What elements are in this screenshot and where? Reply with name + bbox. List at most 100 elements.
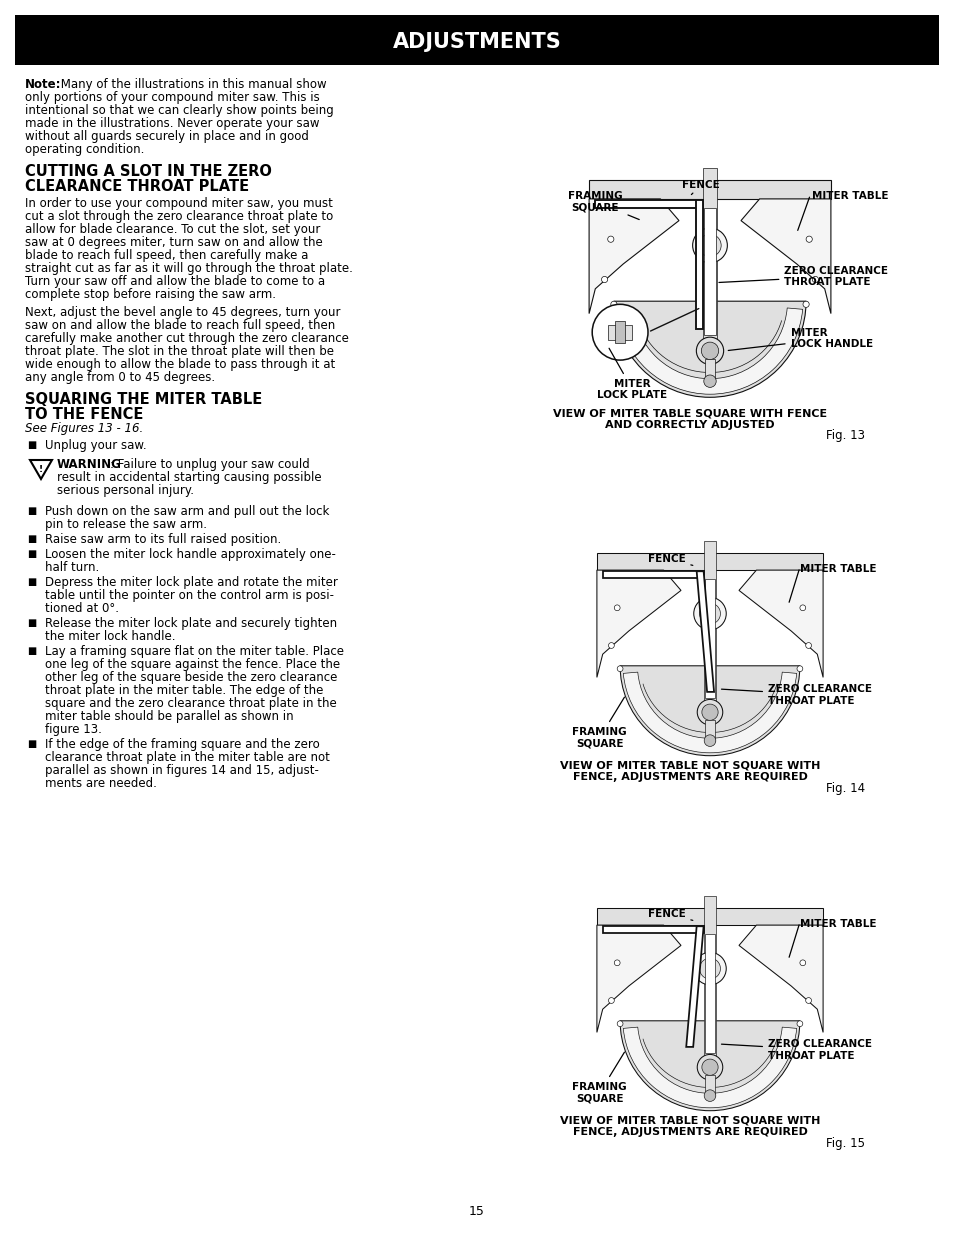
Text: ADJUSTMENTS: ADJUSTMENTS (393, 32, 560, 52)
Polygon shape (739, 571, 822, 678)
Text: ■: ■ (27, 440, 36, 450)
Bar (597, 908, 822, 925)
Circle shape (701, 1060, 718, 1076)
Text: Unplug your saw.: Unplug your saw. (45, 438, 147, 452)
Circle shape (799, 960, 805, 966)
Circle shape (805, 642, 811, 648)
Text: clearance throat plate in the miter table are not: clearance throat plate in the miter tabl… (45, 751, 330, 764)
Text: FRAMING
SQUARE: FRAMING SQUARE (567, 191, 639, 220)
Text: cut a slot through the zero clearance throat plate to: cut a slot through the zero clearance th… (25, 210, 333, 224)
Bar (704, 359, 714, 382)
Text: Turn your saw off and allow the blade to come to a: Turn your saw off and allow the blade to… (25, 275, 325, 288)
Text: one leg of the square against the fence. Place the: one leg of the square against the fence.… (45, 658, 340, 671)
Bar (704, 579, 715, 698)
Circle shape (696, 337, 723, 364)
Text: miter table should be parallel as shown in: miter table should be parallel as shown … (45, 710, 294, 722)
Polygon shape (685, 926, 703, 1047)
Text: MITER TABLE: MITER TABLE (799, 564, 876, 574)
Text: blade to reach full speed, then carefully make a: blade to reach full speed, then carefull… (25, 249, 308, 262)
Text: made in the illustrations. Never operate your saw: made in the illustrations. Never operate… (25, 117, 319, 130)
Text: Fig. 15: Fig. 15 (825, 1136, 864, 1150)
Text: complete stop before raising the saw arm.: complete stop before raising the saw arm… (25, 288, 275, 301)
Text: FENCE: FENCE (647, 553, 692, 566)
Bar (703, 897, 716, 1073)
Text: Fig. 14: Fig. 14 (825, 782, 864, 794)
Circle shape (692, 228, 726, 263)
Circle shape (802, 301, 808, 308)
Text: carefully make another cut through the zero clearance: carefully make another cut through the z… (25, 332, 349, 345)
Bar (703, 541, 716, 718)
Circle shape (703, 735, 715, 746)
Text: any angle from 0 to 45 degrees.: any angle from 0 to 45 degrees. (25, 370, 214, 384)
Text: 15: 15 (469, 1205, 484, 1218)
Circle shape (799, 605, 805, 610)
Text: : Failure to unplug your saw could: : Failure to unplug your saw could (110, 458, 310, 471)
Text: Raise saw arm to its full raised position.: Raise saw arm to its full raised positio… (45, 534, 281, 546)
Text: Lay a framing square flat on the miter table. Place: Lay a framing square flat on the miter t… (45, 645, 344, 658)
Bar (615, 321, 624, 343)
Text: without all guards securely in place and in good: without all guards securely in place and… (25, 130, 309, 143)
Polygon shape (595, 200, 702, 207)
Bar (607, 325, 632, 340)
Text: ZERO CLEARANCE
THROAT PLATE: ZERO CLEARANCE THROAT PLATE (720, 1039, 871, 1061)
Text: TO THE FENCE: TO THE FENCE (25, 408, 143, 422)
Circle shape (610, 301, 617, 308)
Polygon shape (589, 199, 679, 314)
Text: ■: ■ (27, 577, 36, 587)
Text: straight cut as far as it will go through the throat plate.: straight cut as far as it will go throug… (25, 262, 353, 275)
Circle shape (703, 375, 716, 388)
Circle shape (703, 1089, 715, 1102)
Text: ZERO CLEARANCE
THROAT PLATE: ZERO CLEARANCE THROAT PLATE (719, 266, 887, 288)
Circle shape (617, 1021, 622, 1026)
Text: serious personal injury.: serious personal injury. (57, 484, 193, 496)
Text: saw on and allow the blade to reach full speed, then: saw on and allow the blade to reach full… (25, 319, 335, 332)
Text: operating condition.: operating condition. (25, 143, 144, 156)
Text: MITER
LOCK HANDLE: MITER LOCK HANDLE (727, 327, 872, 351)
Polygon shape (739, 925, 822, 1032)
Circle shape (693, 598, 725, 630)
Polygon shape (602, 572, 703, 578)
Bar (15, 15, 938, 65)
Text: ■: ■ (27, 646, 36, 656)
Text: MITER
LOCK PLATE: MITER LOCK PLATE (597, 348, 667, 400)
Polygon shape (597, 925, 680, 1032)
Text: If the edge of the framing square and the zero: If the edge of the framing square and th… (45, 739, 319, 751)
Circle shape (592, 304, 647, 361)
Polygon shape (597, 571, 680, 678)
Text: CUTTING A SLOT IN THE ZERO: CUTTING A SLOT IN THE ZERO (25, 164, 272, 179)
Text: result in accidental starting causing possible: result in accidental starting causing po… (57, 471, 321, 484)
Text: In order to use your compound miter saw, you must: In order to use your compound miter saw,… (25, 198, 333, 210)
Text: MITER TABLE: MITER TABLE (799, 919, 876, 929)
Text: WARNING: WARNING (57, 458, 122, 471)
Circle shape (614, 960, 619, 966)
Text: FRAMING
SQUARE: FRAMING SQUARE (572, 1052, 626, 1103)
Bar (597, 553, 822, 571)
Circle shape (701, 704, 718, 720)
Text: parallel as shown in figures 14 and 15, adjust-: parallel as shown in figures 14 and 15, … (45, 764, 318, 777)
Circle shape (607, 236, 614, 242)
Text: Loosen the miter lock handle approximately one-: Loosen the miter lock handle approximate… (45, 548, 335, 561)
Circle shape (700, 342, 718, 359)
Text: intentional so that we can clearly show points being: intentional so that we can clearly show … (25, 104, 334, 117)
Circle shape (796, 1021, 802, 1026)
Text: tioned at 0°.: tioned at 0°. (45, 601, 119, 615)
Text: pin to release the saw arm.: pin to release the saw arm. (45, 517, 207, 531)
Text: Many of the illustrations in this manual show: Many of the illustrations in this manual… (57, 78, 326, 91)
Circle shape (601, 277, 607, 283)
Circle shape (608, 642, 614, 648)
Text: VIEW OF MITER TABLE NOT SQUARE WITH
FENCE, ADJUSTMENTS ARE REQUIRED: VIEW OF MITER TABLE NOT SQUARE WITH FENC… (559, 1115, 820, 1137)
Wedge shape (622, 672, 796, 753)
Wedge shape (617, 308, 801, 394)
Circle shape (699, 603, 720, 624)
Polygon shape (695, 200, 702, 329)
Bar (704, 720, 714, 741)
Text: only portions of your compound miter saw. This is: only portions of your compound miter saw… (25, 91, 319, 104)
Text: ZERO CLEARANCE
THROAT PLATE: ZERO CLEARANCE THROAT PLATE (720, 684, 871, 705)
Wedge shape (622, 1028, 796, 1108)
Text: Depress the miter lock plate and rotate the miter: Depress the miter lock plate and rotate … (45, 576, 337, 589)
Bar (702, 168, 716, 357)
Polygon shape (696, 572, 713, 692)
Circle shape (697, 699, 722, 725)
Text: FENCE: FENCE (681, 180, 719, 195)
Text: ■: ■ (27, 550, 36, 559)
